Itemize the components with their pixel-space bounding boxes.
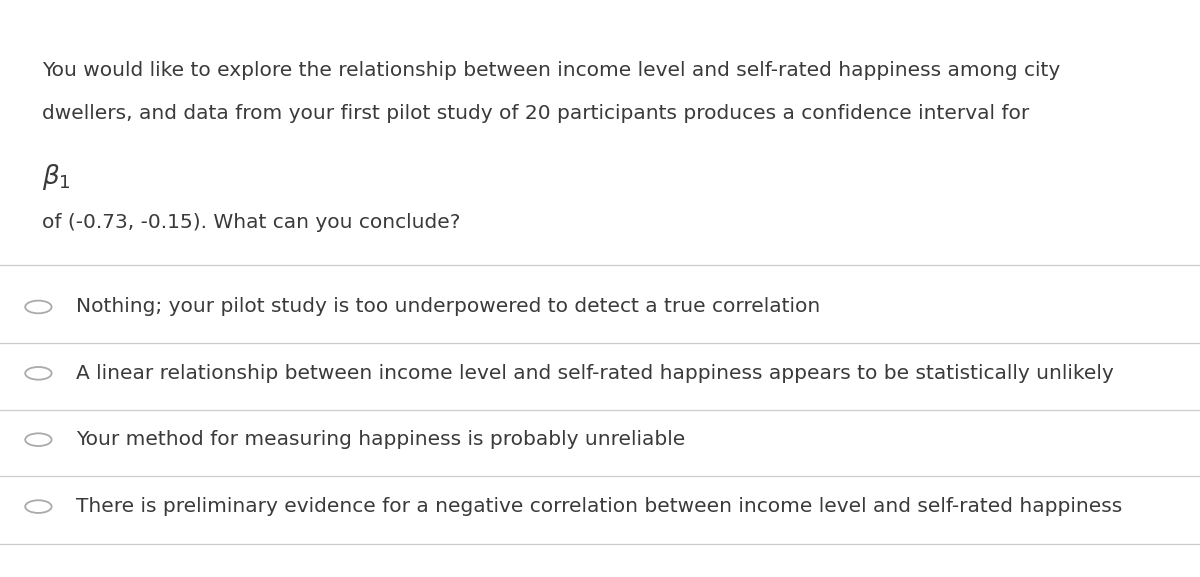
Text: A linear relationship between income level and self-rated happiness appears to b: A linear relationship between income lev… (76, 364, 1114, 383)
Text: of (-0.73, -0.15). What can you conclude?: of (-0.73, -0.15). What can you conclude… (42, 213, 461, 233)
Text: Your method for measuring happiness is probably unreliable: Your method for measuring happiness is p… (76, 430, 685, 449)
Text: dwellers, and data from your first pilot study of 20 participants produces a con: dwellers, and data from your first pilot… (42, 104, 1030, 123)
Text: $\beta_1$: $\beta_1$ (42, 162, 71, 192)
Text: There is preliminary evidence for a negative correlation between income level an: There is preliminary evidence for a nega… (76, 497, 1122, 516)
Text: Nothing; your pilot study is too underpowered to detect a true correlation: Nothing; your pilot study is too underpo… (76, 298, 820, 316)
Text: You would like to explore the relationship between income level and self-rated h: You would like to explore the relationsh… (42, 61, 1061, 80)
